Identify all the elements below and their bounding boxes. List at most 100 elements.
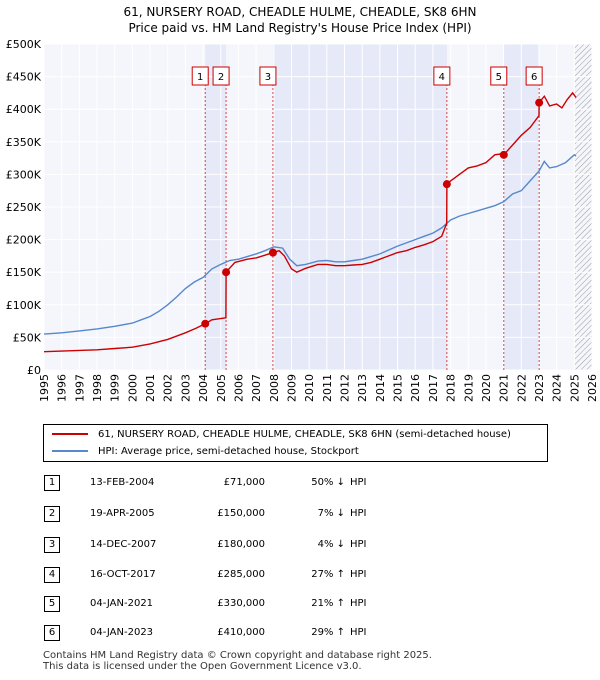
y-tick-label: £350K [6,136,42,149]
table-row: 1 13-FEB-2004 £71,000 50% ↓ HPI [0,474,600,492]
row-date: 19-APR-2005 [90,508,155,519]
sale-marker-badge: 4 [433,66,451,86]
sale-point [201,319,210,328]
row-number-badge: 6 [44,625,60,641]
row-price: £330,000 [217,598,265,609]
row-hpi-percent: 50% ↓ [311,477,345,488]
sale-marker-label: 3 [265,72,271,83]
sale-marker-badge: 1 [191,66,209,86]
sale-marker-label: 5 [496,72,502,83]
sale-marker-box [212,66,230,86]
sale-marker-box [259,66,277,86]
row-hpi-label: HPI [350,569,367,580]
y-tick-label: £200K [6,234,42,247]
table-row: 2 19-APR-2005 £150,000 7% ↓ HPI [0,505,600,523]
sale-marker-badge: 5 [490,66,508,86]
sale-point [535,98,544,107]
chart-title-line1: 61, NURSERY ROAD, CHEADLE HULME, CHEADLE… [123,5,477,19]
x-tick-label: 2012 [339,374,352,402]
y-tick-label: £450K [6,71,42,84]
x-tick-label: 2010 [303,374,316,402]
x-tick-label: 2020 [480,374,493,402]
x-tick-label: 2006 [232,374,245,402]
row-hpi-percent: 21% ↑ [311,598,345,609]
row-hpi-label: HPI [350,508,367,519]
chart-legend: 61, NURSERY ROAD, CHEADLE HULME, CHEADLE… [43,424,548,462]
row-date: 14-DEC-2007 [90,539,157,550]
row-hpi-label: HPI [350,477,367,488]
x-tick-label: 2019 [462,374,475,402]
sale-marker-box [433,66,451,86]
row-number-badge: 3 [44,537,60,553]
x-tick-label: 2014 [374,374,387,402]
row-number-badge: 1 [44,475,60,491]
y-tick-label: £400K [6,103,42,116]
x-tick-label: 1997 [73,374,86,402]
row-date: 13-FEB-2004 [90,477,155,488]
table-row: 6 04-JAN-2023 £410,000 29% ↑ HPI [0,624,600,642]
row-price: £180,000 [217,539,265,550]
table-row: 5 04-JAN-2021 £330,000 21% ↑ HPI [0,595,600,613]
sale-marker-label: 2 [218,72,224,83]
y-tick-label: £50K [13,331,42,344]
x-tick-label: 2004 [197,374,210,402]
x-tick-label: 1995 [38,374,51,402]
row-price: £285,000 [217,569,265,580]
x-tick-label: 1998 [91,374,104,402]
sale-marker-badge: 3 [259,66,277,86]
legend-item-hpi: HPI: Average price, semi-detached house,… [52,444,359,460]
sale-point [222,268,231,277]
y-tick-label: £250K [6,201,42,214]
y-tick-label: £300K [6,168,42,181]
x-tick-label: 2021 [498,374,511,402]
sale-marker-label: 4 [439,72,445,83]
y-tick-label: £150K [6,266,42,279]
x-tick-label: 2022 [515,374,528,402]
x-tick-label: 2009 [285,374,298,402]
x-tick-label: 2008 [268,374,281,402]
x-tick-label: 2015 [392,374,405,402]
row-hpi-label: HPI [350,539,367,550]
x-tick-label: 2002 [162,374,175,402]
row-price: £71,000 [223,477,265,488]
row-hpi-percent: 4% ↓ [317,539,345,550]
row-hpi-percent: 29% ↑ [311,627,345,638]
x-tick-label: 2025 [568,374,581,402]
row-hpi-percent: 7% ↓ [317,508,345,519]
x-tick-label: 2016 [409,374,422,402]
sale-marker-badge: 2 [212,66,230,86]
legend-swatch-hpi [52,450,88,452]
x-tick-label: 2024 [551,374,564,402]
row-price: £150,000 [217,508,265,519]
price-chart: 1 2 3 4 5 6 £0 £50K £100K £150K £200K £250K £300K £35… [6,38,599,402]
sale-point [499,150,508,159]
x-tick-label: 2005 [215,374,228,402]
row-number-badge: 4 [44,567,60,583]
table-row: 3 14-DEC-2007 £180,000 4% ↓ HPI [0,536,600,554]
chart-title-line2: Price paid vs. HM Land Registry's House … [128,21,472,35]
row-hpi-label: HPI [350,627,367,638]
sale-marker-box [525,66,543,86]
row-date: 04-JAN-2021 [90,598,154,609]
x-tick-label: 2026 [586,374,599,402]
sale-marker-label: 1 [197,72,203,83]
sale-marker-badge: 6 [525,66,543,86]
sale-point [268,248,277,257]
row-date: 04-JAN-2023 [90,627,154,638]
x-tick-label: 1999 [109,374,122,402]
row-number-badge: 2 [44,506,60,522]
y-tick-label: £500K [6,38,42,51]
sale-marker-box [490,66,508,86]
y-tick-label: £0 [27,364,41,377]
legend-swatch-property [52,433,88,435]
footer-line1: Contains HM Land Registry data © Crown c… [43,650,432,661]
x-tick-label: 1996 [56,374,69,402]
row-number-badge: 5 [44,596,60,612]
x-tick-label: 2007 [250,374,263,402]
footer-line2: This data is licensed under the Open Gov… [43,661,362,672]
x-tick-label: 2023 [533,374,546,402]
sale-marker-box [191,66,209,86]
legend-item-property: 61, NURSERY ROAD, CHEADLE HULME, CHEADLE… [52,427,511,443]
row-hpi-percent: 27% ↑ [311,569,345,580]
x-tick-label: 2001 [144,374,157,402]
